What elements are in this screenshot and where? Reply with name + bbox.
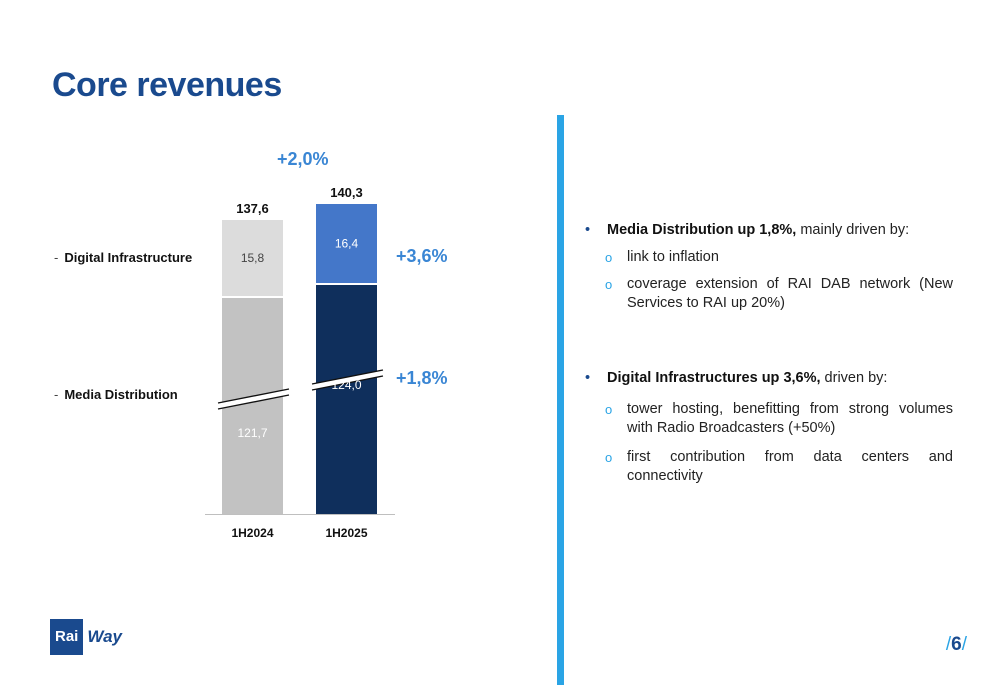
bullet-rest: driven by: [820,370,888,386]
logo-way: Way [87,627,122,646]
bullet-dot: • [585,370,591,386]
page-slash-left: / [945,634,952,655]
legend-dash: - [54,250,59,265]
circle-bullet-icon: o [605,250,613,265]
bar-label-media: 124,0 [331,378,361,392]
bar-digital-1H2025 [316,204,377,283]
bullet-bold: Digital Infrastructures up 3,6%, [607,370,821,386]
raiway-logo: Rai Way [50,619,122,655]
legend-label: Media Distribution [64,387,178,402]
circle-bullet-icon: o [605,402,613,417]
bullet-list: • Media Distribution up 1,8%, mainly dri… [585,221,953,486]
circle-bullet-icon: o [605,277,613,292]
growth-media: +1,8% [396,368,448,388]
x-tick-label: 1H2024 [231,526,273,540]
sub-bullet-text: coverage extension of RAI DAB network (N… [627,276,953,311]
axis-break-line [311,369,384,385]
sub-bullet-text: link to inflation [627,249,719,265]
legend-media-distribution: - Media Distribution [54,387,178,402]
growth-digital: +3,6% [396,246,448,266]
bullet-item: • Media Distribution up 1,8%, mainly dri… [585,221,953,240]
growth-total: +2,0% [277,149,329,169]
page-number: /6/ [946,634,967,656]
sub-bullet: o first contribution from data centers a… [585,448,953,486]
page-number-value: 6 [951,634,962,655]
x-tick-label: 1H2025 [325,526,367,540]
bullet-bold: Media Distribution up 1,8%, [607,222,797,238]
legend-dash: - [54,387,59,402]
bar-media-1H2025 [316,285,377,514]
sub-bullet-text: first contribution from data centers and… [627,449,953,484]
vertical-divider [557,115,564,685]
page-slash-right: / [961,634,967,655]
axis-break-line [311,375,384,391]
sub-bullet-text: tower hosting, benefitting from strong v… [627,401,953,436]
bar-label-digital: 16,4 [335,237,359,251]
sub-bullet: o coverage extension of RAI DAB network … [585,275,953,313]
bar-label-media: 121,7 [237,426,267,440]
bullet-item: • Digital Infrastructures up 3,6%, drive… [585,369,953,388]
legend-digital-infrastructure: - Digital Infrastructure [54,250,192,265]
legend-label: Digital Infrastructure [64,250,193,265]
bar-total-label: 137,6 [236,201,269,216]
stacked-bar-chart: 121,7 15,8 137,6 1H2024 124,0 16,4 140,3 1H2025 [205,185,395,540]
circle-bullet-icon: o [605,450,613,465]
axis-break-line [217,394,290,410]
bullet-rest: mainly driven by: [796,222,910,238]
axis-break-line [217,388,290,404]
bullet-dot: • [585,222,591,238]
bar-digital-1H2024 [222,220,283,296]
logo-rai: Rai [50,619,84,655]
sub-bullet: o tower hosting, benefitting from strong… [585,400,953,438]
bar-label-digital: 15,8 [241,251,265,265]
axis-break-gap [311,370,384,390]
axis-break-gap [217,389,290,409]
bar-total-label: 140,3 [330,185,363,200]
page-title: Core revenues [52,66,282,104]
sub-bullet: o link to inflation [585,248,953,267]
